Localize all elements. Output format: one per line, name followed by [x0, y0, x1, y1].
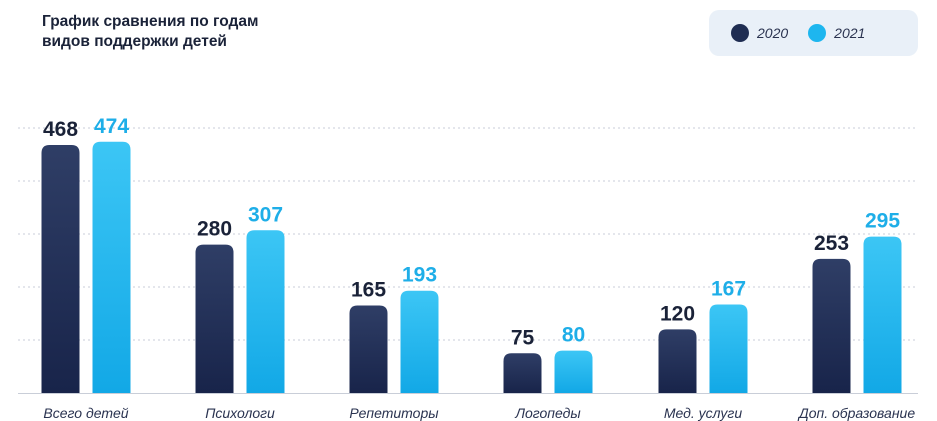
bar-2021-4: [554, 350, 593, 393]
bar-2020-6: [812, 258, 851, 393]
bar-2020-3: [349, 305, 388, 393]
value-label-2020-3: 165: [351, 279, 386, 302]
legend-item-2020: 2020: [731, 24, 788, 42]
category-label-5: Мед. услуги: [664, 405, 742, 421]
bar-2020-5: [658, 329, 697, 393]
legend: 2020 2021: [709, 10, 918, 56]
category-labels: Всего детей Психологи Репетиторы Логопеды Ме…: [43, 405, 915, 421]
legend-label-2020: 2020: [757, 25, 789, 41]
value-label-2020-5: 120: [660, 302, 695, 325]
value-label-2021-1: 474: [94, 115, 129, 138]
legend-swatch-2021: [808, 24, 827, 42]
category-label-4: Логопеды: [514, 405, 581, 421]
bar-2021-6: [863, 236, 902, 393]
value-label-2020-4: 75: [511, 326, 535, 349]
value-labels: 468 474 280 307 165 193 75 80 120 167 253 295: [43, 115, 900, 349]
value-label-2021-4: 80: [562, 324, 585, 347]
bar-2020-2: [195, 244, 234, 393]
category-label-1: Всего детей: [43, 405, 128, 421]
legend-swatch-2020: [731, 24, 749, 42]
value-label-2021-3: 193: [402, 264, 437, 287]
bar-2021-2: [246, 230, 285, 393]
bar-2021-3: [400, 290, 439, 393]
chart-title-line-2: видов поддержки детей: [42, 33, 227, 50]
legend-label-2021: 2021: [834, 25, 866, 41]
value-label-2020-2: 280: [197, 218, 232, 241]
bars: [41, 141, 902, 393]
chart-title-line-1: График сравнения по годам: [42, 13, 259, 30]
bar-2021-5: [709, 304, 748, 393]
legend-item-2021: 2021: [808, 24, 865, 42]
value-label-2021-2: 307: [248, 203, 283, 226]
category-label-3: Репетиторы: [349, 405, 439, 421]
chart-title: График сравнения по годам видов поддержк…: [42, 12, 372, 52]
category-label-2: Психологи: [205, 405, 275, 421]
bar-2021-1: [92, 141, 131, 393]
category-label-6: Доп. образование: [797, 405, 915, 421]
value-label-2020-6: 253: [814, 232, 849, 255]
gridlines: [18, 127, 918, 394]
bar-2020-4: [503, 353, 542, 393]
value-label-2021-5: 167: [711, 277, 746, 300]
bar-2020-1: [41, 144, 80, 393]
value-label-2020-1: 468: [43, 118, 78, 141]
value-label-2021-6: 295: [865, 210, 900, 233]
